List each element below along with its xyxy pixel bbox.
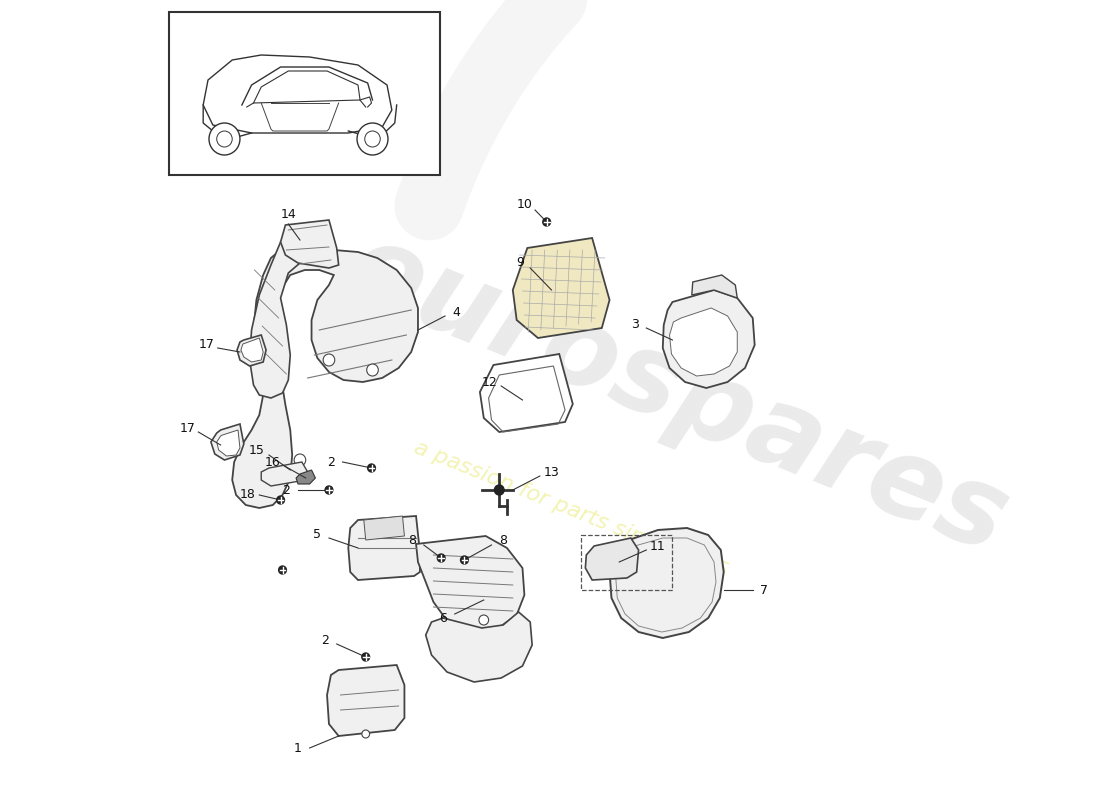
Circle shape	[367, 464, 375, 472]
Text: eurospares: eurospares	[331, 214, 1023, 576]
Circle shape	[358, 123, 388, 155]
Polygon shape	[513, 238, 609, 338]
Polygon shape	[663, 290, 755, 388]
Circle shape	[366, 364, 378, 376]
Text: 3: 3	[630, 318, 639, 330]
Text: 13: 13	[543, 466, 560, 478]
Circle shape	[362, 653, 370, 661]
Circle shape	[209, 123, 240, 155]
Polygon shape	[232, 250, 418, 508]
Polygon shape	[280, 220, 339, 268]
Polygon shape	[250, 242, 300, 398]
Polygon shape	[670, 308, 737, 376]
Text: 2: 2	[283, 483, 290, 497]
Polygon shape	[692, 275, 737, 298]
Polygon shape	[585, 538, 639, 580]
Text: 18: 18	[240, 489, 255, 502]
Polygon shape	[327, 665, 405, 736]
Text: 10: 10	[517, 198, 532, 210]
Polygon shape	[426, 612, 532, 682]
Polygon shape	[217, 430, 240, 456]
Text: 15: 15	[249, 445, 264, 458]
Text: 12: 12	[482, 375, 497, 389]
Text: 11: 11	[650, 539, 666, 553]
Circle shape	[326, 486, 333, 494]
Circle shape	[478, 615, 488, 625]
Text: 2: 2	[321, 634, 329, 647]
Circle shape	[542, 218, 550, 226]
Text: 17: 17	[179, 422, 196, 435]
Circle shape	[278, 566, 286, 574]
Polygon shape	[480, 354, 573, 432]
Circle shape	[365, 131, 381, 147]
Circle shape	[494, 485, 504, 495]
Polygon shape	[349, 516, 420, 580]
Circle shape	[323, 354, 334, 366]
Text: 4: 4	[453, 306, 461, 318]
Circle shape	[217, 131, 232, 147]
Text: 5: 5	[314, 527, 321, 541]
Text: 7: 7	[760, 583, 769, 597]
Polygon shape	[236, 335, 266, 366]
Text: 8: 8	[499, 534, 507, 547]
Bar	[581, 535, 672, 590]
Polygon shape	[296, 470, 316, 484]
Text: 17: 17	[199, 338, 214, 350]
Circle shape	[294, 454, 306, 466]
Text: 14: 14	[280, 207, 296, 221]
Polygon shape	[609, 528, 724, 638]
Text: 9: 9	[517, 255, 525, 269]
Polygon shape	[364, 516, 405, 540]
Polygon shape	[416, 536, 525, 630]
Circle shape	[438, 554, 446, 562]
Bar	[169, 12, 440, 175]
Circle shape	[362, 730, 370, 738]
Circle shape	[461, 556, 469, 564]
Polygon shape	[211, 424, 244, 460]
Polygon shape	[241, 338, 263, 362]
Text: 6: 6	[439, 611, 447, 625]
Circle shape	[277, 496, 285, 504]
Polygon shape	[204, 55, 392, 133]
Text: 8: 8	[408, 534, 416, 547]
Text: 1: 1	[294, 742, 301, 754]
Text: a passion for parts since 1985: a passion for parts since 1985	[411, 438, 730, 582]
Polygon shape	[261, 462, 308, 486]
Text: 2: 2	[327, 455, 334, 469]
Text: 16: 16	[265, 455, 280, 469]
